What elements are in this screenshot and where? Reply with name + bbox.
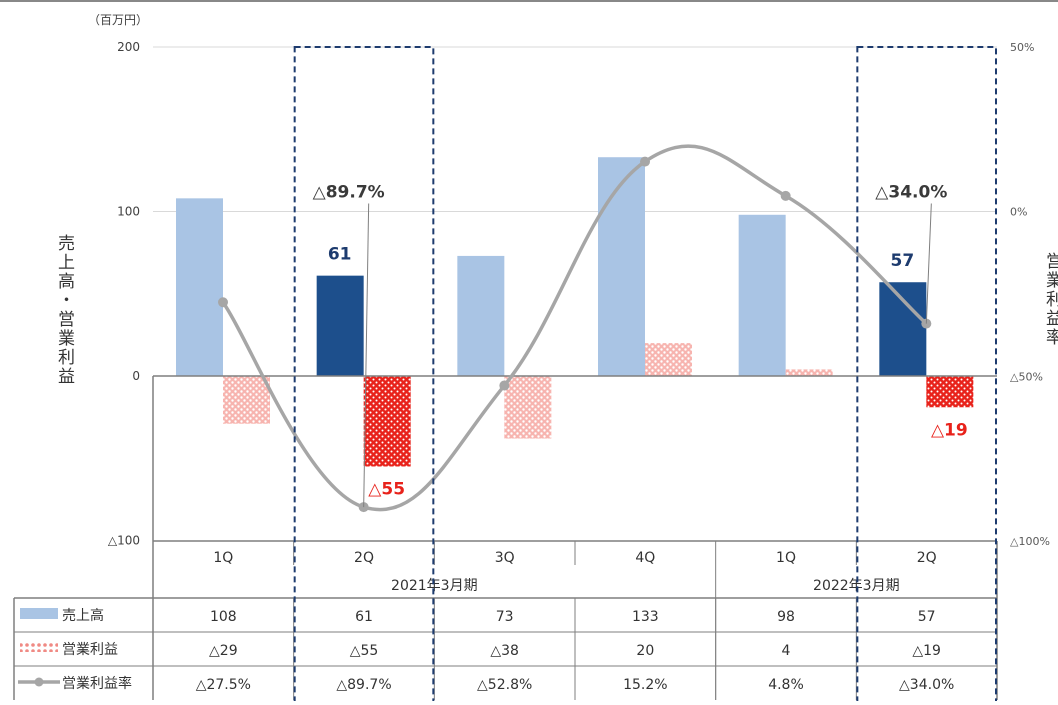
y2-tick-label: △50% xyxy=(1010,370,1043,383)
y-axis-right: 50% 0% △50% △100% xyxy=(1010,41,1050,548)
margin-point xyxy=(640,156,650,167)
highlight-box xyxy=(293,46,435,705)
bars xyxy=(176,157,974,467)
y2-tick-label: △100% xyxy=(1010,535,1050,548)
table-cell: 108 xyxy=(210,609,237,625)
table-cell: 4 xyxy=(782,643,791,659)
quarter-label: 1Q xyxy=(213,550,233,566)
profit-value-label: △19 xyxy=(931,420,968,440)
margin-value-label: △34.0% xyxy=(875,183,947,203)
quarter-label: 1Q xyxy=(776,550,796,566)
table-cell: 15.2% xyxy=(623,677,667,693)
quarter-label: 4Q xyxy=(635,550,655,566)
highlight-box xyxy=(856,46,997,705)
y-axis-right-title: 営業利益率 xyxy=(1042,252,1058,347)
sales-bar xyxy=(316,275,364,376)
table-cell: △38 xyxy=(490,643,519,659)
y-tick-label: 0 xyxy=(132,369,140,383)
table-cell: 133 xyxy=(632,609,659,625)
table-cell: △89.7% xyxy=(336,677,391,693)
margin-value-label: △89.7% xyxy=(313,183,385,203)
table-cell: 20 xyxy=(636,643,654,659)
table-cell: 61 xyxy=(355,609,373,625)
legend-label: 営業利益率 xyxy=(62,675,132,692)
sales-value-label: 61 xyxy=(328,245,352,265)
margin-point xyxy=(499,380,510,391)
legend-swatch-profit xyxy=(20,643,58,652)
table-cell: △52.8% xyxy=(477,677,532,693)
profit-bar xyxy=(504,376,552,439)
profit-value-label: △55 xyxy=(368,479,405,499)
margin-point xyxy=(218,297,228,308)
margin-leader-line xyxy=(363,203,370,508)
quarter-label: 2Q xyxy=(354,550,374,566)
legend-swatch-margin-point xyxy=(34,677,44,687)
table-cell: △55 xyxy=(350,643,379,659)
legend-swatch-sales xyxy=(20,608,58,619)
quarter-label: 2Q xyxy=(917,550,937,566)
table-cell: △29 xyxy=(209,643,238,659)
margin-leader-line xyxy=(925,203,932,324)
profit-bar xyxy=(785,369,833,376)
profit-bar xyxy=(645,343,692,376)
fiscal-year-label: 2022年3月期 xyxy=(813,578,900,594)
margin-point xyxy=(780,190,791,201)
legend-label: 売上高 xyxy=(62,607,104,624)
highlight-boxes xyxy=(293,46,997,705)
annotations: 61 △55 △89.7% 57 △19 △34.0% xyxy=(313,183,968,508)
table-cell: 98 xyxy=(777,609,795,625)
profit-bar xyxy=(223,376,270,424)
y-tick-label: 200 xyxy=(117,40,140,54)
y-axis-left: 200 100 0 △100 xyxy=(108,40,140,548)
sales-bar xyxy=(879,282,927,376)
table-cell: △27.5% xyxy=(196,677,251,693)
profit-bar xyxy=(363,376,411,467)
y2-tick-label: 0% xyxy=(1010,206,1027,219)
profit-bar xyxy=(926,376,974,408)
y-tick-label: △100 xyxy=(108,534,140,548)
sales-bar xyxy=(176,198,223,376)
sales-bar xyxy=(457,255,505,376)
fiscal-year-label: 2021年3月期 xyxy=(391,578,478,594)
table-cell: △34.0% xyxy=(899,677,954,693)
table-cell: 4.8% xyxy=(768,677,804,693)
table-cell: 73 xyxy=(496,609,514,625)
margin-line-path xyxy=(221,144,928,512)
table-cell: △19 xyxy=(912,643,941,659)
legend-label: 営業利益 xyxy=(62,642,118,658)
y-axis-left-title: 売上高・営業利益 xyxy=(54,234,75,386)
y-tick-label: 100 xyxy=(117,205,140,219)
quarter-label: 3Q xyxy=(495,550,515,566)
sales-bar xyxy=(738,214,786,376)
margin-line xyxy=(218,144,932,513)
y2-tick-label: 50% xyxy=(1010,41,1034,54)
sales-value-label: 57 xyxy=(890,251,914,271)
gridlines xyxy=(152,46,997,541)
unit-label: （百万円） xyxy=(88,13,148,27)
table-cell: 57 xyxy=(918,609,936,625)
sales-bar xyxy=(598,157,645,376)
